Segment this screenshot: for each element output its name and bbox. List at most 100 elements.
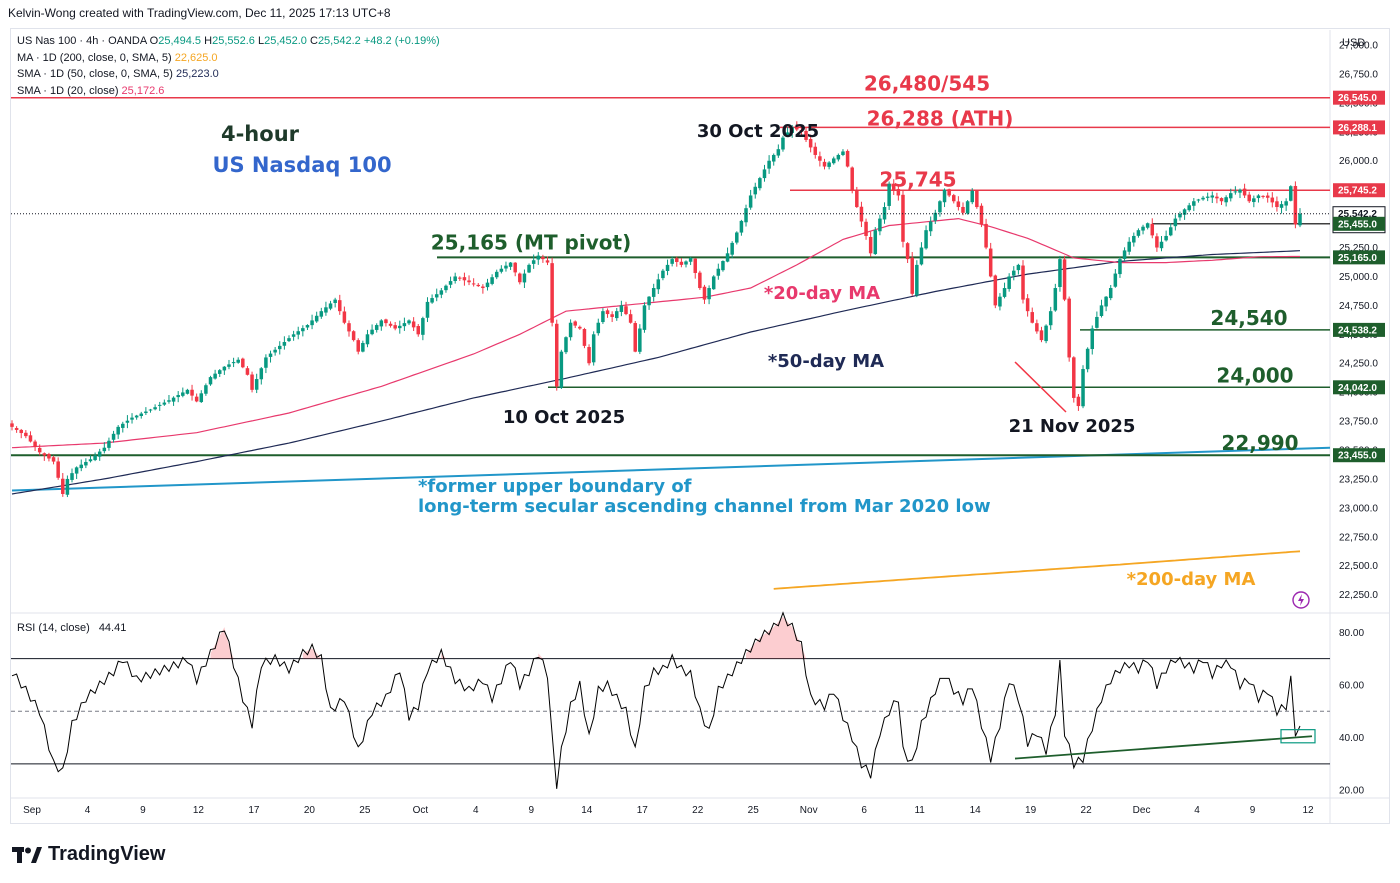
time-tick-label: 14 <box>581 805 593 816</box>
candle-body <box>448 281 453 285</box>
candle-body <box>873 230 878 255</box>
candle-body <box>1242 188 1247 196</box>
candle-body <box>190 389 194 396</box>
candle-body <box>1132 235 1136 243</box>
candle-body <box>282 342 287 346</box>
candle-body <box>919 247 924 265</box>
price-tick-label: 24,250.0 <box>1339 359 1378 370</box>
price-tag-value: 24,042.0 <box>1338 383 1377 394</box>
candle-body <box>1256 195 1261 199</box>
rsi-highlight-box <box>1280 729 1316 744</box>
candle-body <box>1238 189 1242 193</box>
price-tags: 26,545.026,288.125,745.225,542.246:1025,… <box>1332 90 1386 463</box>
candle-body <box>370 329 374 335</box>
candle-body <box>444 285 448 291</box>
candle-body <box>638 328 642 352</box>
candle-body <box>1182 209 1187 215</box>
ma200-row[interactable]: MA · 1D (200, close, 0, SMA, 5) 22,625.0 <box>17 50 440 67</box>
candle-body <box>1293 185 1298 225</box>
price-tag <box>1333 380 1385 395</box>
time-tick-label: 9 <box>529 805 535 816</box>
currency-selector[interactable]: USD <box>1342 37 1366 49</box>
candle-body <box>781 137 785 150</box>
candle-body <box>490 277 494 284</box>
candle-body <box>1025 298 1030 312</box>
rsi-tick-label: 80.00 <box>1339 628 1364 639</box>
sma20-row[interactable]: SMA · 1D (20, close) 25,172.6 <box>17 83 440 100</box>
candle-body <box>675 258 679 262</box>
candle-body <box>273 349 277 353</box>
rsi-legend[interactable]: RSI (14, close) 44.41 <box>17 622 126 634</box>
rsi-tick-label: 40.00 <box>1339 733 1364 744</box>
candle-body <box>351 331 356 341</box>
candle-body <box>628 314 633 323</box>
candle-body <box>864 221 868 236</box>
candle-body <box>924 230 928 249</box>
candle-body <box>578 326 582 329</box>
candle-body <box>1270 197 1275 203</box>
candle-body <box>1030 312 1034 323</box>
candle-body <box>984 223 988 248</box>
candle-body <box>1261 195 1265 197</box>
candle-body <box>739 220 744 233</box>
candle-body <box>14 427 19 430</box>
candle-body <box>961 206 965 213</box>
candle-body <box>1136 230 1141 236</box>
close-value: 25,542.2 <box>317 35 361 47</box>
candle-body <box>93 455 97 461</box>
sma50-row[interactable]: SMA · 1D (50, close, 0, SMA, 5) 25,223.0 <box>17 66 440 83</box>
candle-body <box>1275 201 1279 208</box>
candle-body <box>278 345 282 350</box>
candle-body <box>522 273 527 283</box>
candle-body <box>933 212 938 221</box>
candle-body <box>707 288 711 300</box>
candle-body <box>993 275 998 306</box>
candle-body <box>1053 288 1058 311</box>
candle-body <box>411 321 416 328</box>
candle-body <box>845 150 850 167</box>
ma200-line <box>773 550 1301 590</box>
candle-body <box>305 325 310 328</box>
rsi-overbought-fill <box>302 648 322 659</box>
candle-body <box>1081 369 1085 407</box>
candle-body <box>365 334 370 345</box>
candle-body <box>1062 259 1067 300</box>
candle-body <box>111 433 116 440</box>
candle-body <box>513 262 517 273</box>
symbol-row[interactable]: US Nas 100 · 4h · OANDA O25,494.5 H25,55… <box>17 33 440 50</box>
candle-body <box>661 270 665 279</box>
tradingview-logo[interactable]: TradingView <box>12 843 165 866</box>
candle-body <box>328 303 333 309</box>
candle-body <box>176 395 180 398</box>
candle-body <box>24 432 28 437</box>
candle-body <box>338 300 342 312</box>
candle-body <box>213 373 217 379</box>
candle-body <box>19 429 23 434</box>
rsi-value: 44.41 <box>98 622 127 634</box>
candle-body <box>619 305 624 312</box>
candle-body <box>905 243 910 260</box>
annotation-label: 10 Oct 2025 <box>503 407 625 428</box>
candle-body <box>564 337 568 353</box>
high-value: 25,552.6 <box>212 35 255 47</box>
candle-body <box>125 420 130 423</box>
candle-body <box>642 305 647 330</box>
candle-body <box>398 325 402 329</box>
price-tag-value: 23,455.0 <box>1338 451 1377 462</box>
candle-body <box>1298 213 1302 226</box>
price-tag <box>1333 448 1385 463</box>
chart-legend: US Nas 100 · 4h · OANDA O25,494.5 H25,55… <box>17 33 440 99</box>
lightning-icon <box>1292 591 1310 609</box>
candle-body <box>790 127 794 133</box>
candle-body <box>698 272 702 289</box>
candle-body <box>1108 288 1113 299</box>
candle-body <box>504 265 508 269</box>
candle-body <box>813 146 818 155</box>
candle-body <box>245 368 250 375</box>
candle-body <box>1210 195 1215 198</box>
candle-body <box>1279 204 1284 208</box>
candle-body <box>499 268 504 272</box>
candle-body <box>425 301 430 318</box>
level-label: 25,745 <box>879 167 956 191</box>
